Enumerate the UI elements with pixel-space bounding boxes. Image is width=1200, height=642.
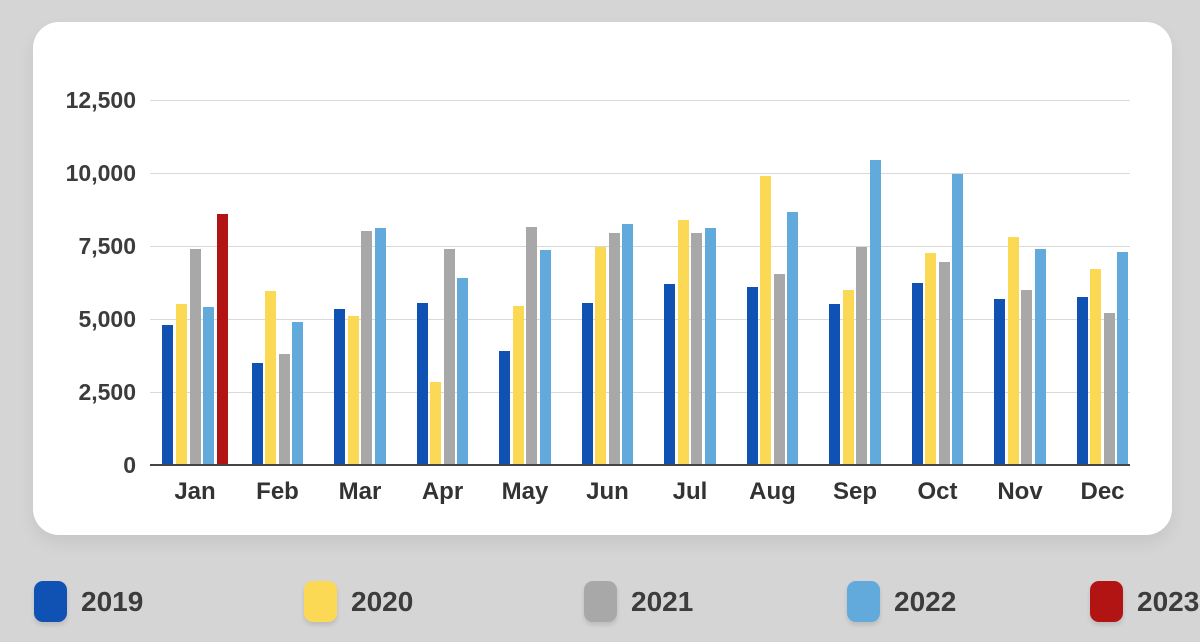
x-tick-label: Mar	[338, 478, 382, 505]
x-tick-label: Dec	[1080, 478, 1125, 505]
bar-2019-sep	[829, 304, 841, 465]
bar-2020-aug	[760, 175, 772, 465]
y-tick-label: 0	[123, 452, 136, 478]
bar-2022-apr	[457, 278, 469, 465]
legend-label: 2019	[81, 585, 144, 617]
legend-label: 2021	[631, 585, 694, 617]
x-tick-label: Feb	[256, 478, 299, 505]
bar-2022-nov	[1034, 248, 1046, 465]
bar-2021-oct	[938, 262, 950, 465]
gridline	[150, 319, 1130, 320]
x-tick-label: Nov	[997, 478, 1043, 505]
bar-2020-may	[512, 305, 524, 465]
bar-2019-apr	[416, 302, 428, 465]
bar-2022-aug	[787, 212, 799, 465]
bar-2022-may	[539, 250, 551, 465]
bar-2019-dec	[1076, 297, 1088, 465]
bar-2021-sep	[856, 247, 868, 465]
gridline	[150, 173, 1130, 174]
bar-2020-jul	[677, 219, 689, 465]
y-tick-label: 12,500	[65, 87, 136, 113]
x-tick-label: Oct	[917, 478, 958, 505]
bar-2020-nov	[1007, 237, 1019, 465]
legend-swatch-2021	[584, 581, 617, 622]
chart-card: 0 2,500 5,000 7,500 10,000 12,500 Jan Feb Mar Apr…	[33, 22, 1172, 535]
bar-2020-mar	[347, 316, 359, 465]
bar-2022-feb	[292, 321, 304, 465]
legend-swatch-2022	[847, 581, 880, 622]
bar-2019-nov	[994, 298, 1006, 465]
x-tick-label: Aug	[749, 478, 796, 505]
y-tick-label: 2,500	[78, 379, 136, 405]
gridline	[150, 246, 1130, 247]
bar-2019-aug	[746, 286, 758, 465]
bar-2020-oct	[925, 253, 937, 465]
bar-2022-jan	[203, 307, 215, 465]
gridline	[150, 100, 1130, 101]
bar-2019-jul	[664, 283, 676, 465]
bar-2019-feb	[251, 362, 263, 465]
bar-2022-dec	[1117, 251, 1129, 465]
legend-swatch-2023	[1090, 581, 1123, 622]
bar-2020-apr	[430, 381, 442, 465]
bar-2021-nov	[1021, 289, 1033, 465]
bar-2019-jun	[581, 302, 593, 465]
bar-2021-apr	[443, 248, 455, 465]
legend-item-2019[interactable]: 2019	[34, 581, 143, 622]
gridline	[150, 392, 1130, 393]
x-tick-label: Apr	[421, 478, 464, 505]
x-tick-label: Jul	[672, 478, 708, 505]
bar-2020-dec	[1090, 269, 1102, 465]
bar-2021-jan	[189, 248, 201, 465]
x-tick-label: Jan	[174, 478, 216, 505]
legend-item-2021[interactable]: 2021	[584, 581, 693, 622]
legend-swatch-2019	[34, 581, 67, 622]
bar-2021-aug	[773, 273, 785, 465]
plot-area: 0 2,500 5,000 7,500 10,000 12,500 Jan Feb Mar Apr…	[66, 87, 1130, 505]
x-tick-label: Jun	[586, 478, 629, 505]
bar-2022-mar	[374, 228, 386, 465]
bar-2019-oct	[911, 282, 923, 465]
bar-2019-may	[499, 351, 511, 465]
x-axis-line	[150, 464, 1130, 466]
bar-2022-oct	[952, 174, 964, 465]
y-tick-label: 5,000	[78, 306, 136, 332]
legend-item-2022[interactable]: 2022	[847, 581, 956, 622]
y-tick-label: 7,500	[78, 233, 136, 259]
bar-2021-dec	[1103, 313, 1115, 465]
bar-2021-may	[526, 227, 538, 465]
bar-2021-feb	[278, 354, 290, 465]
bar-2019-jan	[162, 324, 174, 465]
legend-label: 2023	[1137, 585, 1200, 617]
bar-2022-jun	[622, 224, 634, 465]
bar-2020-feb	[265, 291, 277, 465]
legend-item-2023[interactable]: 2023	[1090, 581, 1199, 622]
bar-2020-sep	[842, 289, 854, 465]
bar-2019-mar	[334, 308, 346, 465]
x-tick-label: May	[501, 478, 549, 505]
bar-2021-jun	[608, 232, 620, 465]
bar-2023-jan	[216, 213, 228, 465]
legend-label: 2022	[894, 585, 957, 617]
bar-2020-jun	[595, 247, 607, 465]
bar-2021-mar	[361, 231, 373, 465]
legend-swatch-2020	[304, 581, 337, 622]
y-tick-label: 10,000	[65, 160, 136, 186]
x-tick-label: Sep	[832, 478, 877, 505]
bar-2021-jul	[691, 232, 703, 465]
legend-label: 2020	[351, 585, 414, 617]
legend-item-2020[interactable]: 2020	[304, 581, 413, 622]
bar-2022-jul	[704, 228, 716, 465]
bar-2022-sep	[869, 159, 881, 465]
bar-2020-jan	[175, 304, 187, 465]
